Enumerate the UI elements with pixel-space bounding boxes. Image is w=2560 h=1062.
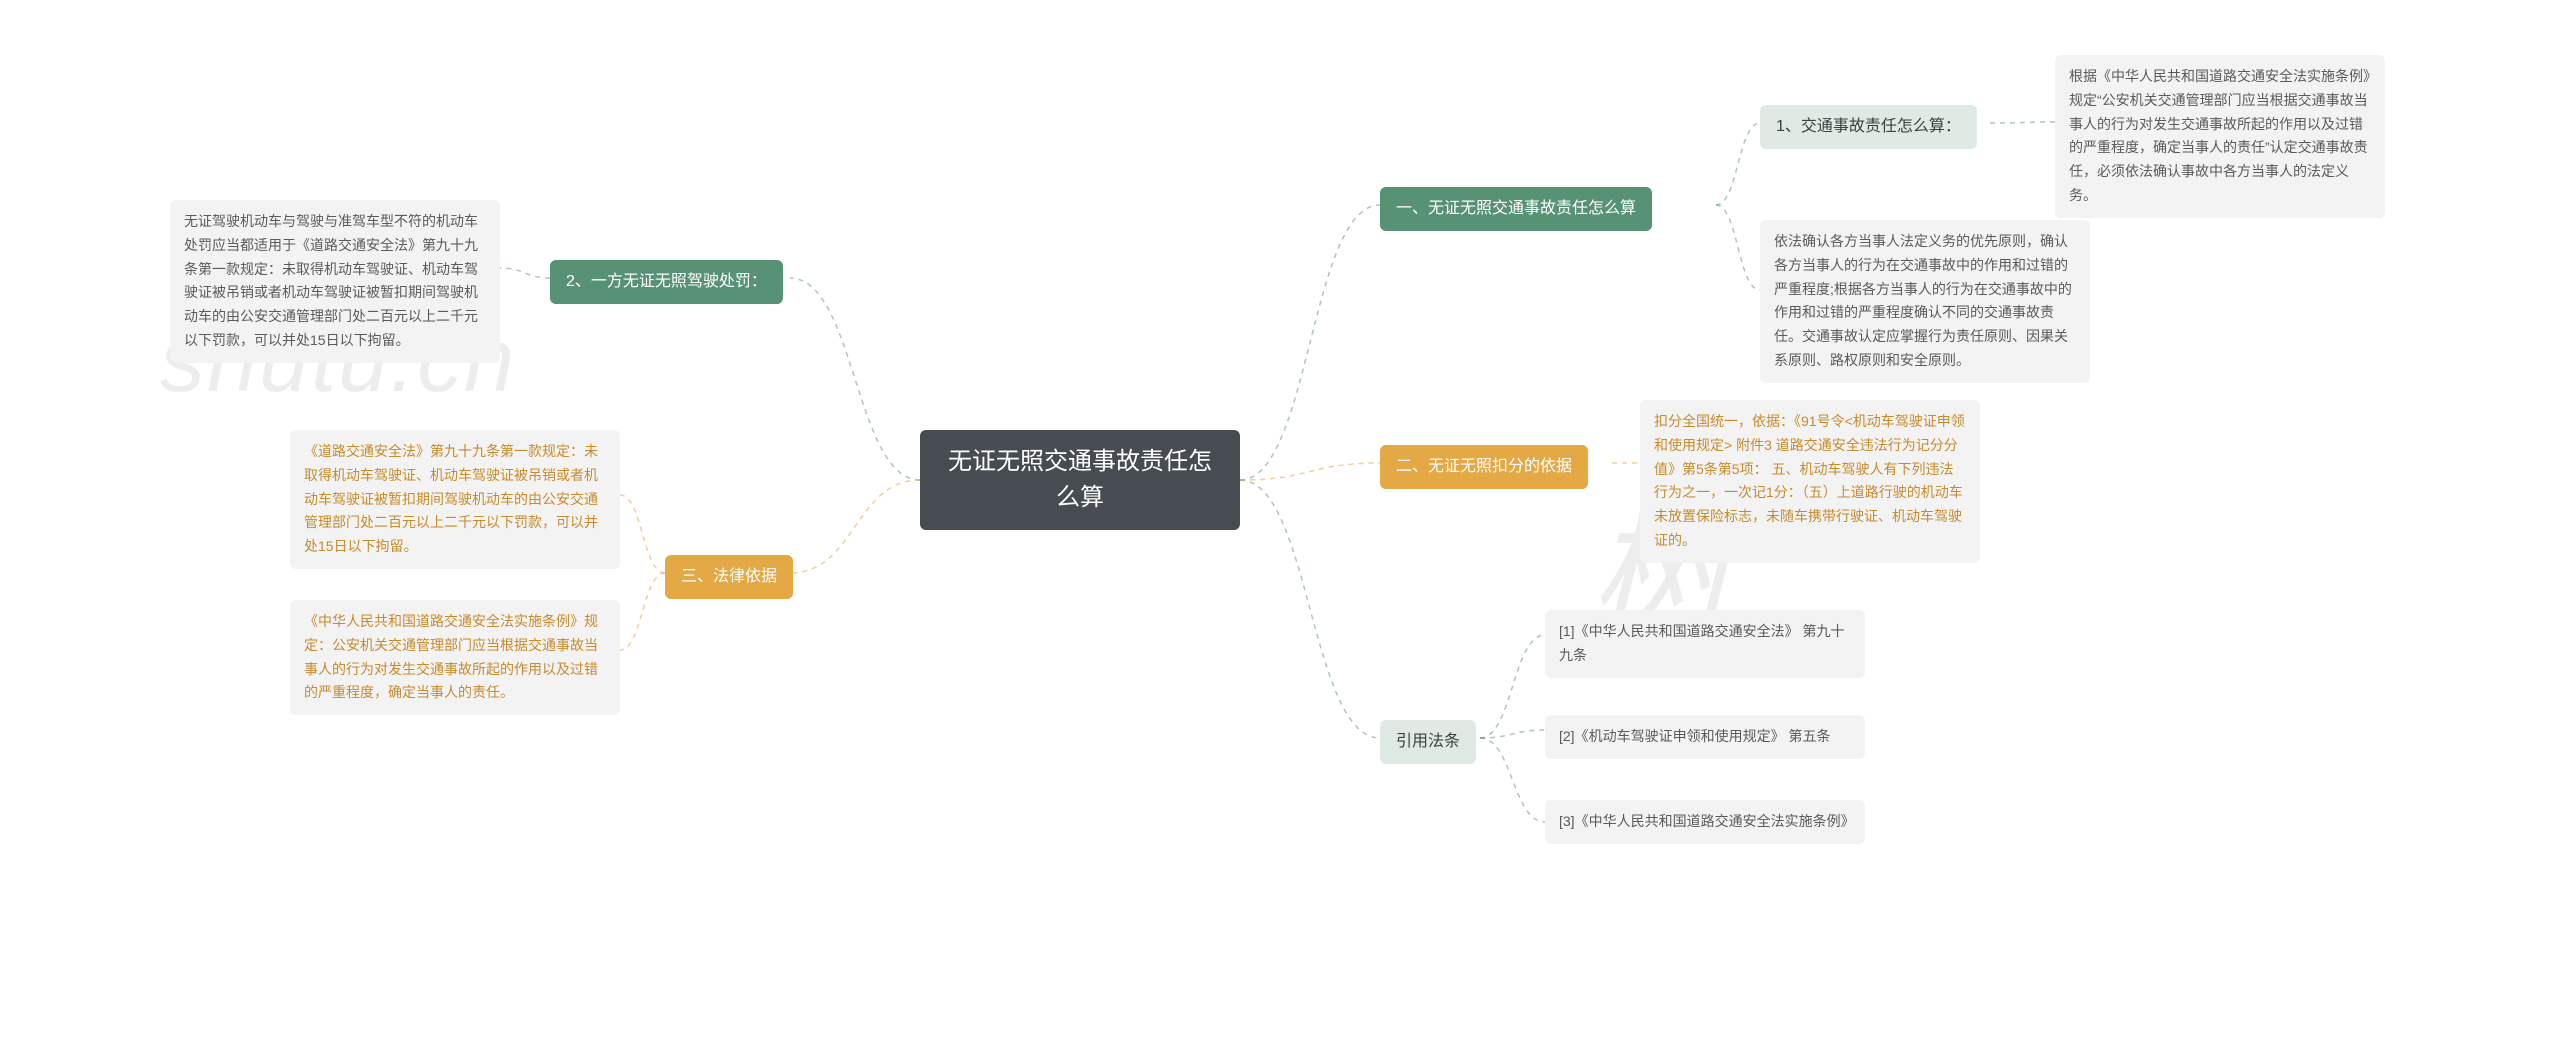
section-1-child-1[interactable]: 1、交通事故责任怎么算： xyxy=(1760,105,1977,149)
section-3b[interactable]: 三、法律依据 xyxy=(665,555,793,599)
section-2-leaf: 扣分全国统一，依据：《91号令<机动车驾驶证申领和使用规定> 附件3 道路交通安… xyxy=(1640,400,1980,563)
root-label: 无证无照交通事故责任怎么算 xyxy=(948,444,1212,516)
ref-2: [2]《机动车驾驶证申领和使用规定》 第五条 xyxy=(1545,715,1865,759)
section-2[interactable]: 二、无证无照扣分的依据 xyxy=(1380,445,1588,489)
root-node[interactable]: 无证无照交通事故责任怎么算 xyxy=(920,430,1240,530)
refs[interactable]: 引用法条 xyxy=(1380,720,1476,764)
ref-3: [3]《中华人民共和国道路交通安全法实施条例》 xyxy=(1545,800,1865,844)
section-2b[interactable]: 2、一方无证无照驾驶处罚： xyxy=(550,260,783,304)
section-3b-leaf-2: 《中华人民共和国道路交通安全法实施条例》规定：公安机关交通管理部门应当根据交通事… xyxy=(290,600,620,715)
section-1[interactable]: 一、无证无照交通事故责任怎么算 xyxy=(1380,187,1652,231)
section-2b-leaf: 无证驾驶机动车与驾驶与准驾车型不符的机动车处罚应当都适用于《道路交通安全法》第九… xyxy=(170,200,500,363)
section-1-child-2-leaf: 依法确认各方当事人法定义务的优先原则，确认各方当事人的行为在交通事故中的作用和过… xyxy=(1760,220,2090,383)
section-1-child-1-leaf: 根据《中华人民共和国道路交通安全法实施条例》规定“公安机关交通管理部门应当根据交… xyxy=(2055,55,2385,218)
ref-1: [1]《中华人民共和国道路交通安全法》 第九十九条 xyxy=(1545,610,1865,678)
section-3b-leaf-1: 《道路交通安全法》第九十九条第一款规定：未取得机动车驾驶证、机动车驾驶证被吊销或… xyxy=(290,430,620,569)
